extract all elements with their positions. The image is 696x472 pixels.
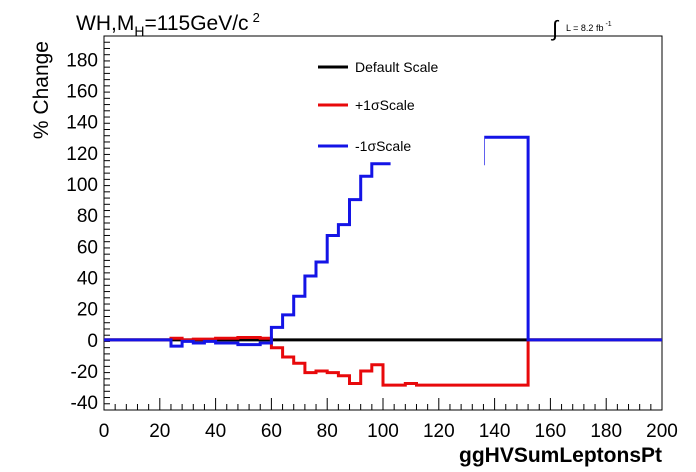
chart-title-superscript: 2 (253, 10, 260, 25)
y-tick-label: 180 (66, 50, 98, 71)
y-tick-label: 100 (66, 175, 98, 196)
x-tick-label: 140 (479, 421, 511, 442)
x-tick-label: 20 (149, 421, 170, 442)
y-tick-label: 20 (77, 300, 98, 321)
lumi-text: L = 8.2 fb (566, 23, 603, 33)
y-tick-label: -20 (71, 362, 98, 383)
lumi-integral: ∫ (550, 16, 560, 41)
y-tick-label: 140 (66, 113, 98, 134)
axes: 0 20 40 60 80 100 120 140 160 180 200 -40 -20 0 20 40 60… (66, 35, 678, 442)
chart-title-subscript: H (134, 23, 144, 39)
x-tick-label: 100 (367, 421, 399, 442)
x-tick-label: 120 (423, 421, 455, 442)
x-tick-label: 200 (646, 421, 678, 442)
chart-title: WH,MH=115GeV/c 2 (76, 10, 260, 39)
lumi-label: L = 8.2 fb -1 (566, 21, 612, 33)
chart-title-tail: =115GeV/c (144, 12, 248, 35)
legend: Default Scale +1σScale -1σScale (318, 59, 438, 154)
legend-label: +1σScale (355, 97, 415, 113)
y-tick-label: -40 (71, 393, 98, 414)
series-layer (104, 135, 662, 387)
y-tick-label: 60 (77, 237, 98, 258)
y-tick-label: 80 (77, 206, 98, 227)
y-tick-label: 40 (77, 269, 98, 290)
y-axis-label: % Change (30, 41, 53, 139)
x-tick-label: 160 (535, 421, 567, 442)
x-tick-label: 40 (205, 421, 226, 442)
y-tick-label: 0 (87, 331, 98, 352)
x-tick-label: 0 (99, 421, 110, 442)
series-line-minus-1sigma-scale (104, 135, 662, 348)
x-tick-label: 60 (261, 421, 282, 442)
x-tick-label: 180 (590, 421, 622, 442)
legend-label: -1σScale (355, 138, 411, 154)
chart-title-main: WH,M (76, 12, 134, 35)
x-axis-label: ggHVSumLeptonsPt (459, 444, 662, 467)
legend-label: Default Scale (355, 59, 438, 75)
series-line-plus-1sigma-scale (104, 336, 662, 387)
x-tick-label: 80 (317, 421, 338, 442)
y-tick-label: 120 (66, 144, 98, 165)
y-tick-label: 160 (66, 82, 98, 103)
lumi-superscript: -1 (605, 21, 611, 28)
plot-frame (103, 35, 663, 411)
